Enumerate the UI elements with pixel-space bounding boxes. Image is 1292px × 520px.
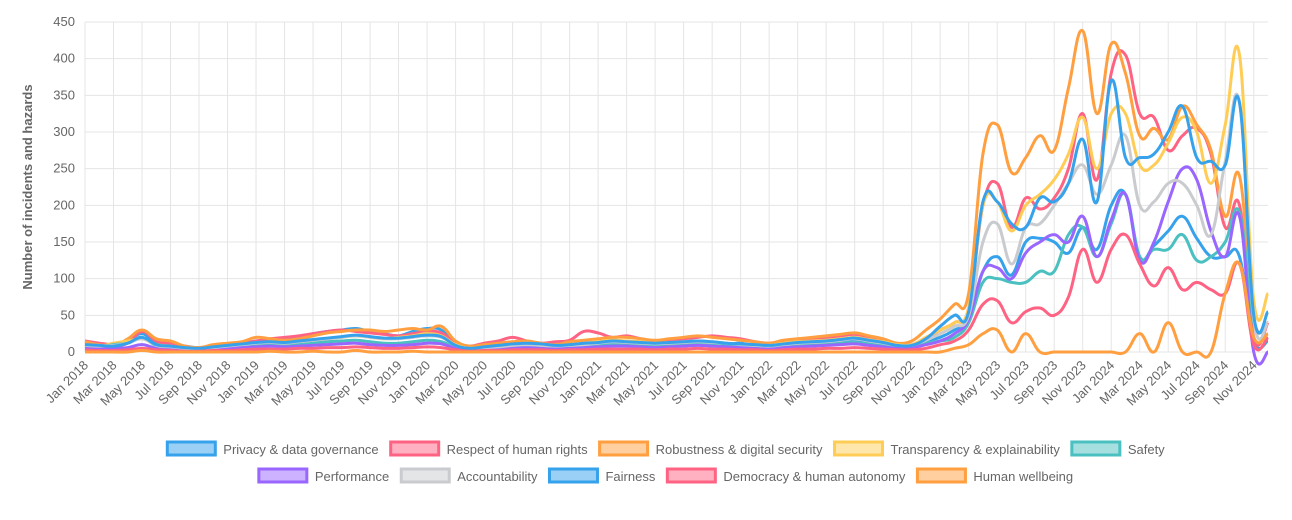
y-tick-label: 350 [53,87,75,102]
legend-row: Performance Accountability Fairness Democra… [257,467,1073,484]
legend-label: Safety [1128,442,1165,457]
legend-label: Performance [315,469,389,484]
y-tick-label: 150 [53,234,75,249]
y-tick-label: 450 [53,14,75,29]
series-line [84,29,1270,350]
legend-swatch [399,467,451,484]
legend-row: Privacy & data governance Respect of huma… [165,440,1165,457]
legend-swatch [598,440,650,457]
y-tick-label: 300 [53,124,75,139]
y-tick-label: 400 [53,51,75,66]
y-tick-label: 100 [53,271,75,286]
legend-swatch [915,467,967,484]
y-axis-label: Number of incidents and hazards [20,84,35,289]
legend-label: Democracy & human autonomy [723,469,906,484]
legend-swatch [257,467,309,484]
legend-swatch [389,440,441,457]
legend-label: Transparency & explainability [891,442,1061,457]
legend-label: Accountability [457,469,538,484]
series-line [84,232,1270,353]
legend-label: Human wellbeing [973,469,1073,484]
series-line [84,49,1270,350]
series-line [84,165,1270,366]
legend-swatch [665,467,717,484]
legend-label: Privacy & data governance [223,442,378,457]
legend-label: Robustness & digital security [656,442,823,457]
legend-swatch [1070,440,1122,457]
legend-swatch [165,440,217,457]
legend-swatch [833,440,885,457]
y-tick-label: 250 [53,161,75,176]
legend-swatch [547,467,599,484]
y-tick-label: 50 [61,307,75,322]
legend-label: Respect of human rights [447,442,588,457]
series-line [84,78,1270,350]
legend-label: Fairness [605,469,655,484]
y-tick-label: 200 [53,197,75,212]
y-tick-label: 0 [68,344,75,359]
series-line [84,260,1269,359]
